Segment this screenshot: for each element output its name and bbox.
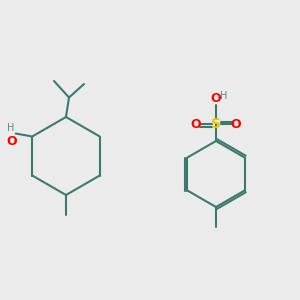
Text: O: O bbox=[7, 135, 17, 148]
Text: H: H bbox=[220, 92, 227, 101]
Text: O: O bbox=[211, 92, 221, 105]
Text: H: H bbox=[7, 123, 14, 133]
Text: S: S bbox=[211, 118, 221, 131]
Text: O: O bbox=[190, 118, 201, 131]
Text: O: O bbox=[231, 118, 242, 131]
